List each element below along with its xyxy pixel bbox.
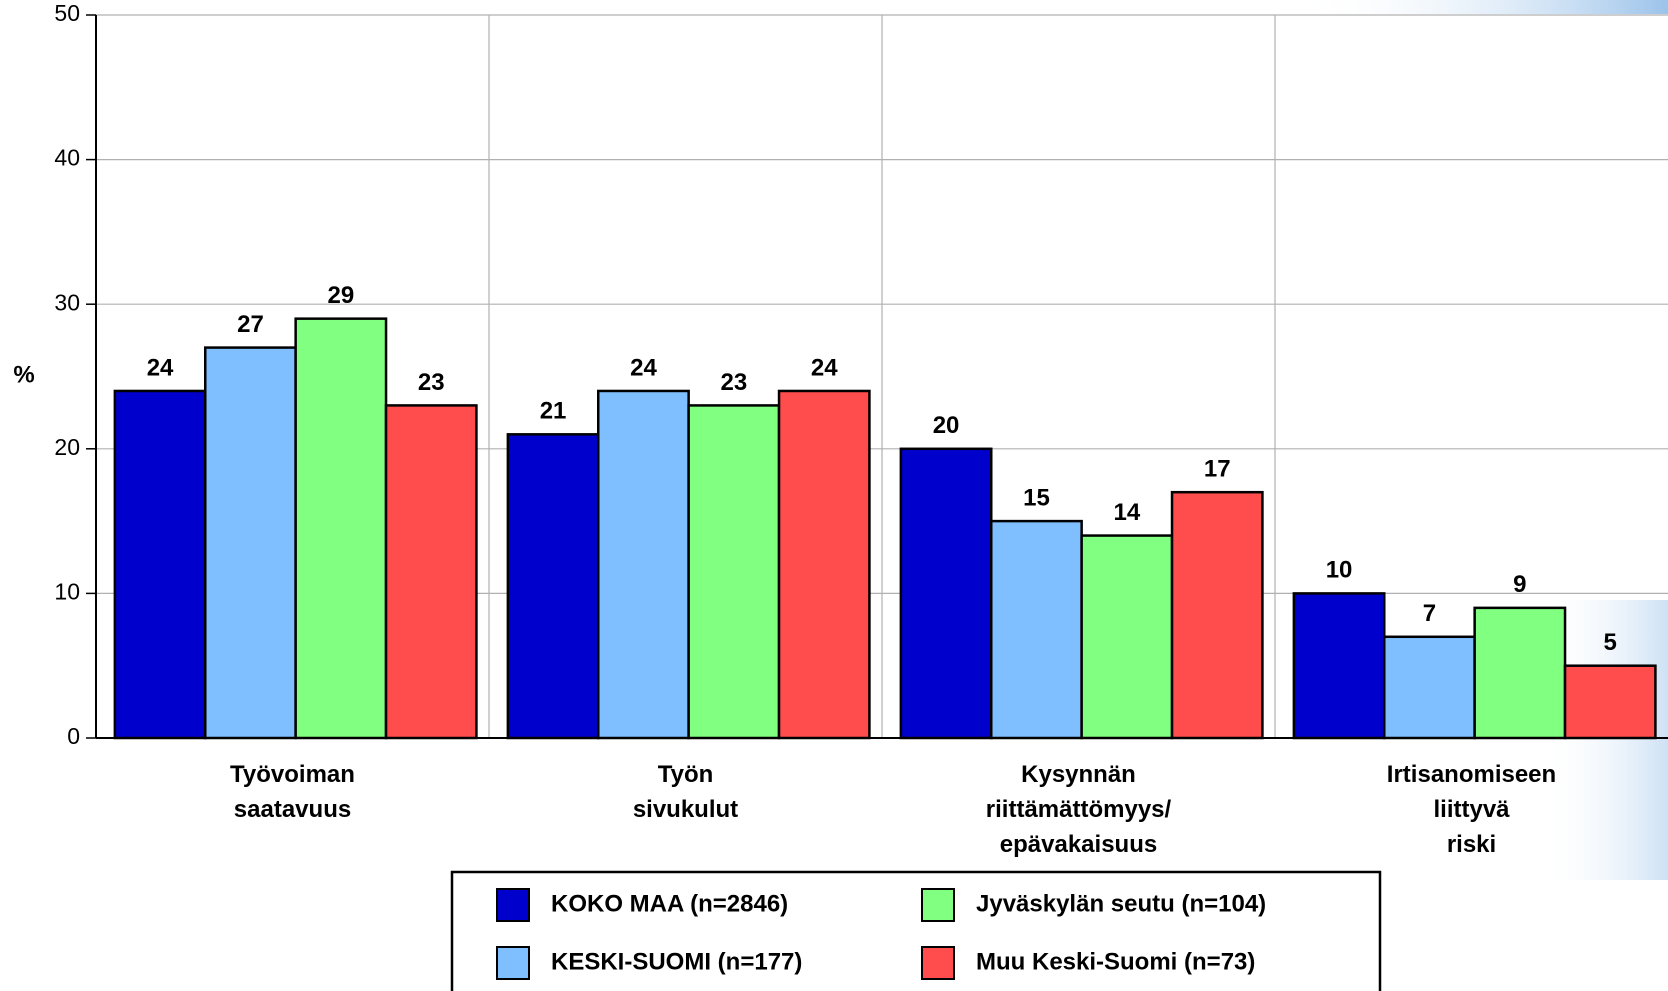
y-axis-label: %: [13, 361, 34, 388]
data-label: 24: [630, 354, 657, 381]
data-label: 10: [1326, 557, 1353, 584]
decoration: [1300, 0, 1668, 14]
legend-label: KOKO MAA (n=2846): [551, 890, 788, 917]
legend-label: KESKI-SUOMI (n=177): [551, 948, 802, 975]
y-tick-label: 50: [54, 0, 80, 26]
data-label: 14: [1113, 499, 1140, 526]
y-tick-label: 10: [54, 578, 80, 604]
x-tick-label: Kysynnän riittämättömyys/epävakaisuus: [986, 761, 1172, 858]
legend-swatch: [921, 888, 955, 922]
bar: [506, 433, 600, 740]
data-label: 7: [1423, 600, 1436, 627]
y-tick-label: 30: [54, 289, 80, 315]
legend-label: Muu Keski-Suomi (n=73): [976, 948, 1255, 975]
bar: [899, 447, 993, 740]
data-label: 29: [327, 282, 354, 309]
x-tick-label: Työn sivukulut: [633, 761, 738, 823]
y-tick-label: 0: [67, 723, 80, 749]
x-tick-label: Irtisanomiseen liittyvä riski: [1387, 761, 1556, 858]
bar: [1473, 606, 1567, 740]
bar: [294, 317, 388, 740]
data-label: 21: [540, 398, 567, 425]
data-label: 9: [1513, 571, 1526, 598]
data-label: 23: [720, 369, 747, 396]
bar: [777, 389, 871, 740]
y-tick-label: 20: [54, 434, 80, 460]
x-tick-label: Työvoiman saatavuus: [230, 761, 355, 823]
data-label: 5: [1604, 629, 1617, 656]
legend-swatch: [921, 946, 955, 980]
data-label: 23: [418, 369, 445, 396]
legend-box: [450, 870, 1382, 991]
legend-swatch: [496, 946, 530, 980]
bar: [990, 519, 1083, 740]
data-label: 24: [147, 354, 174, 381]
bar: [1170, 490, 1264, 740]
bar: [204, 346, 297, 740]
data-label: 15: [1023, 484, 1050, 511]
bar: [687, 404, 781, 740]
data-label: 17: [1204, 456, 1231, 483]
legend-label: Jyväskylän seutu (n=104): [976, 890, 1266, 917]
bar: [1563, 664, 1657, 740]
data-label: 27: [237, 311, 264, 338]
bar: [384, 404, 478, 740]
y-tick-label: 40: [54, 145, 80, 171]
bar: [113, 389, 207, 740]
bar: [597, 389, 690, 740]
data-label: 24: [811, 354, 838, 381]
bar: [1292, 592, 1386, 740]
bar: [1080, 534, 1174, 740]
legend-swatch: [496, 888, 530, 922]
bar: [1383, 635, 1476, 740]
data-label: 20: [933, 412, 960, 439]
